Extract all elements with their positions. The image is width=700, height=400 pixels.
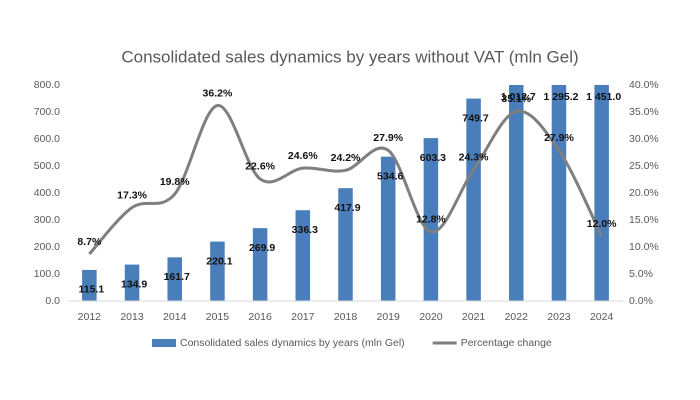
legend-label: Consolidated sales dynamics by years (ml… bbox=[180, 337, 405, 349]
value-label: 115.1 bbox=[78, 284, 104, 296]
bar-group bbox=[82, 85, 609, 301]
y2-tick-label: 5.0% bbox=[629, 268, 653, 280]
y-tick-label: 200.0 bbox=[34, 241, 60, 253]
value-label: 534.6 bbox=[377, 170, 403, 182]
y2-tick-label: 0.0% bbox=[629, 295, 653, 307]
y-tick-label: 700.0 bbox=[34, 106, 60, 118]
x-tick-label: 2016 bbox=[248, 311, 272, 323]
bar bbox=[594, 85, 609, 301]
y2-tick-label: 25.0% bbox=[629, 160, 659, 172]
value-label: 35.1% bbox=[501, 93, 531, 105]
x-tick-label: 2020 bbox=[419, 311, 443, 323]
value-label: 336.3 bbox=[292, 224, 318, 236]
value-label: 1 295.2 bbox=[543, 91, 578, 103]
value-label: 161.7 bbox=[164, 271, 190, 283]
y-tick-label: 300.0 bbox=[34, 214, 60, 226]
value-label: 36.2% bbox=[203, 87, 233, 99]
value-label: 12.0% bbox=[587, 218, 617, 230]
value-label: 603.3 bbox=[420, 152, 446, 164]
bar bbox=[82, 269, 97, 301]
value-label: 12.8% bbox=[416, 214, 446, 226]
line bbox=[88, 104, 603, 256]
y-tick-label: 600.0 bbox=[34, 133, 60, 145]
value-label: 27.9% bbox=[544, 132, 574, 144]
x-tick-label: 2022 bbox=[505, 311, 529, 323]
bar bbox=[380, 156, 396, 301]
x-tick-label: 2023 bbox=[547, 311, 571, 323]
y-tick-label: 800.0 bbox=[34, 79, 60, 91]
x-tick-label: 2012 bbox=[78, 311, 102, 323]
value-label: 1 012.7 bbox=[501, 91, 536, 103]
bar bbox=[509, 85, 524, 301]
bar bbox=[295, 210, 311, 301]
x-tick-label: 2015 bbox=[206, 311, 230, 323]
value-label: 749.7 bbox=[462, 112, 488, 124]
chart-title: Consolidated sales dynamics by years wit… bbox=[121, 47, 578, 66]
value-label: 8.7% bbox=[77, 236, 102, 248]
bar bbox=[338, 188, 353, 301]
value-label: 134.9 bbox=[121, 278, 147, 290]
legend-label: Percentage change bbox=[461, 337, 552, 349]
bar bbox=[167, 257, 182, 301]
y2-tick-label: 35.0% bbox=[629, 106, 659, 118]
value-label: 22.6% bbox=[245, 161, 275, 173]
value-label: 1 451.0 bbox=[586, 91, 621, 103]
x-tick-label: 2019 bbox=[377, 311, 401, 323]
value-label: 269.9 bbox=[249, 242, 275, 254]
bar bbox=[252, 228, 268, 301]
y-tick-label: 100.0 bbox=[34, 268, 60, 280]
y2-tick-label: 20.0% bbox=[629, 187, 659, 199]
x-tick-label: 2021 bbox=[462, 311, 486, 323]
x-tick-label: 2018 bbox=[334, 311, 358, 323]
x-tick-label: 2017 bbox=[291, 311, 315, 323]
x-tick-label: 2014 bbox=[163, 311, 187, 323]
x-tick-label: 2013 bbox=[120, 311, 144, 323]
y-tick-label: 400.0 bbox=[34, 187, 60, 199]
value-label: 17.3% bbox=[117, 189, 147, 201]
bar bbox=[124, 264, 140, 301]
legend-swatch bbox=[152, 339, 176, 347]
value-label: 417.9 bbox=[334, 202, 360, 214]
bar bbox=[551, 85, 567, 301]
y-tick-label: 500.0 bbox=[34, 160, 60, 172]
y2-tick-label: 15.0% bbox=[629, 214, 659, 226]
y2-tick-label: 30.0% bbox=[629, 133, 659, 145]
bar bbox=[423, 138, 439, 301]
y2-tick-label: 10.0% bbox=[629, 241, 659, 253]
value-label: 24.3% bbox=[459, 152, 489, 164]
value-label: 27.9% bbox=[373, 132, 403, 144]
value-label: 24.2% bbox=[331, 152, 361, 164]
value-label: 19.8% bbox=[160, 176, 190, 188]
bar bbox=[210, 241, 225, 301]
y2-tick-label: 40.0% bbox=[629, 79, 659, 91]
x-tick-label: 2024 bbox=[590, 311, 614, 323]
y-tick-label: 0.0 bbox=[45, 295, 60, 307]
bar bbox=[466, 98, 481, 301]
value-label: 24.6% bbox=[288, 150, 318, 162]
value-label: 220.1 bbox=[206, 255, 232, 267]
